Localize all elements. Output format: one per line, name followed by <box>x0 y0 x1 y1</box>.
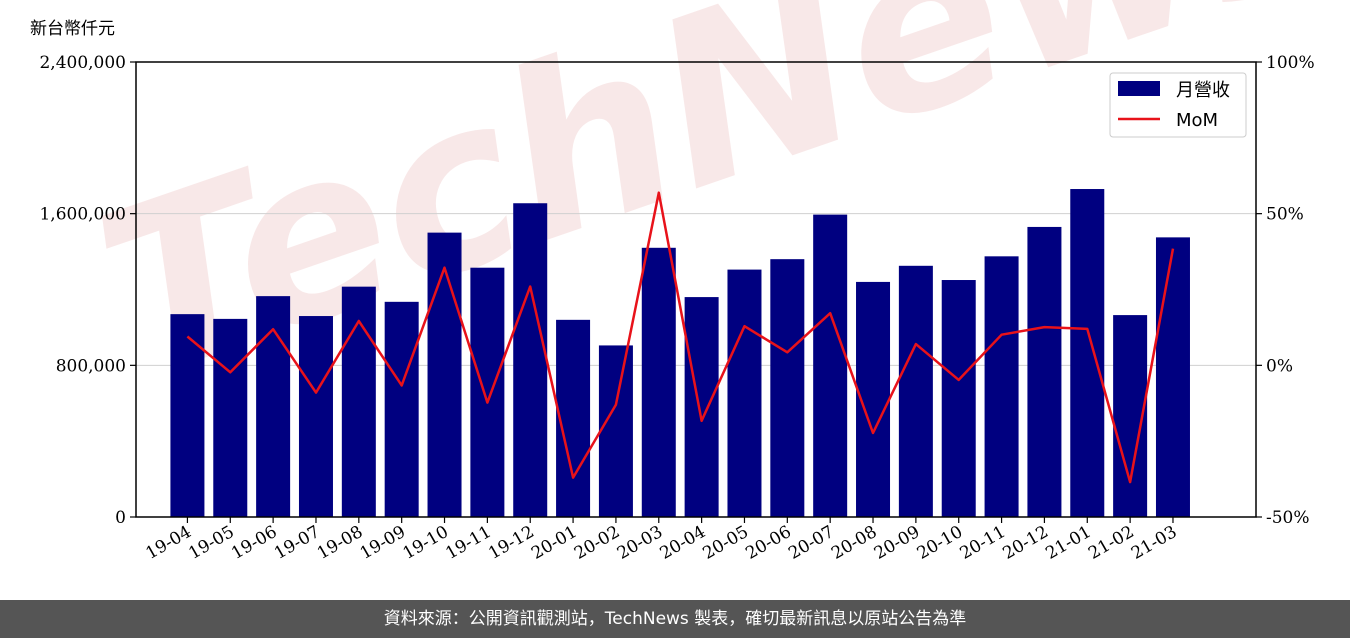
legend-label-revenue: 月營收 <box>1176 80 1230 101</box>
bar-19-04 <box>170 314 205 517</box>
bar-21-03 <box>1155 237 1190 518</box>
bar-19-12 <box>513 203 548 518</box>
y-right-tick-label: 50% <box>1266 205 1304 225</box>
bar-20-02 <box>598 345 633 517</box>
mom-line-series <box>186 191 1175 484</box>
x-tick-label: 20-04 <box>657 522 709 564</box>
bar-19-08 <box>341 286 376 517</box>
x-tick-label: 20-08 <box>828 522 880 564</box>
legend-label-mom: MoM <box>1176 110 1218 131</box>
y-right-tick-label: 0% <box>1266 356 1293 376</box>
bar-20-06 <box>770 259 805 517</box>
x-tick-label: 19-12 <box>485 522 537 564</box>
x-tick-label: 20-11 <box>957 522 1009 564</box>
x-tick-label: 20-03 <box>614 522 666 564</box>
y-left-tick-label: 1,600,000 <box>39 205 126 225</box>
x-tick-label: 20-09 <box>871 522 923 564</box>
bar-20-11 <box>984 256 1019 517</box>
x-tick-label: 19-05 <box>185 522 237 564</box>
chart: TechNews 0800,0001,600,0002,400,000-50%0… <box>30 0 1350 564</box>
legend: 月營收 MoM <box>1109 72 1247 138</box>
x-tick-label: 19-11 <box>442 522 494 564</box>
bar-19-09 <box>384 301 419 517</box>
bar-20-12 <box>1027 226 1062 517</box>
x-tick-label: 20-01 <box>528 522 580 564</box>
x-tick-label: 20-10 <box>914 522 966 564</box>
x-tick-label: 19-04 <box>142 522 194 564</box>
bar-20-09 <box>898 265 933 517</box>
x-tick-label: 21-01 <box>1042 522 1094 564</box>
y-left-tick-label: 800,000 <box>56 356 126 376</box>
y-right-tick-label: 100% <box>1266 53 1315 73</box>
mom-line <box>186 191 1175 484</box>
bar-21-01 <box>1070 189 1105 518</box>
bar-20-03 <box>641 247 676 517</box>
y-left-tick-label: 2,400,000 <box>39 53 126 73</box>
bar-19-07 <box>298 316 333 517</box>
y-right-tick-label: -50% <box>1266 508 1310 528</box>
bar-series <box>170 189 1190 518</box>
x-tick-label: 19-06 <box>228 522 280 564</box>
x-tick-label: 20-06 <box>742 522 794 564</box>
x-tick-label: 21-02 <box>1085 522 1137 564</box>
x-tick-label: 20-07 <box>785 522 837 564</box>
bar-20-01 <box>556 319 591 517</box>
bar-20-04 <box>684 297 719 517</box>
bar-19-06 <box>256 296 291 517</box>
x-tick-label: 19-09 <box>357 522 409 564</box>
x-tick-label: 19-07 <box>271 522 323 564</box>
bar-20-10 <box>941 280 976 517</box>
bar-20-07 <box>813 214 848 518</box>
y-left-unit-label: 新台幣仟元 <box>30 19 115 39</box>
bar-19-11 <box>470 267 505 517</box>
source-footer: 資料來源：公開資訊觀測站，TechNews 製表，確切最新訊息以原站公告為準 <box>0 600 1350 638</box>
x-tick-label: 19-08 <box>314 522 366 564</box>
bar-20-05 <box>727 269 762 517</box>
x-tick-label: 21-03 <box>1128 522 1180 564</box>
plot-frame <box>135 61 1257 518</box>
legend-swatch-revenue <box>1118 81 1160 96</box>
x-tick-label: 20-02 <box>571 522 623 564</box>
x-tick-label: 20-12 <box>999 522 1051 564</box>
y-left-tick-label: 0 <box>115 508 126 528</box>
bar-19-05 <box>213 318 248 517</box>
bar-19-10 <box>427 232 462 517</box>
x-tick-label: 19-10 <box>400 522 452 564</box>
x-tick-label: 20-05 <box>700 522 752 564</box>
